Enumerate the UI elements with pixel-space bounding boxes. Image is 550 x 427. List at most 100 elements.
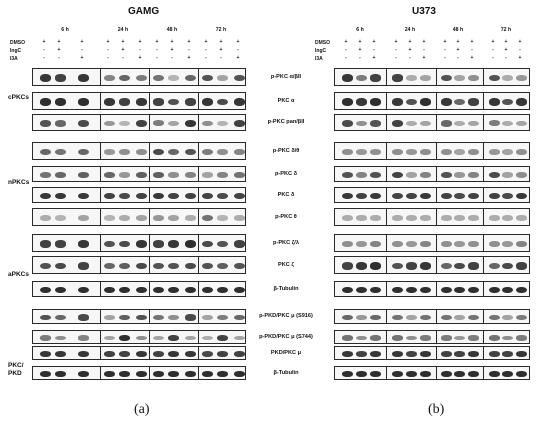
band — [391, 120, 403, 127]
band — [440, 120, 452, 127]
band — [152, 171, 164, 179]
band — [391, 171, 403, 179]
treatment-symbol: + — [80, 39, 84, 45]
blot-separator — [148, 257, 150, 273]
treatment-label-i3a: I3A — [10, 56, 18, 62]
band — [201, 240, 213, 248]
band — [467, 74, 479, 81]
blot-separator — [385, 282, 387, 296]
band — [135, 215, 147, 221]
band — [184, 335, 196, 341]
band — [515, 120, 527, 127]
band — [216, 215, 228, 221]
band — [54, 335, 66, 341]
band — [341, 215, 353, 221]
band — [233, 215, 245, 221]
treatment-symbol: + — [358, 39, 362, 45]
blot-separator — [385, 93, 387, 109]
band — [167, 262, 179, 270]
band — [440, 192, 452, 200]
band — [419, 215, 431, 221]
blot-separator — [197, 282, 199, 296]
blot-separator — [385, 209, 387, 225]
treatment-symbol: + — [236, 55, 240, 61]
blot-separator — [435, 347, 437, 359]
blot-separator — [197, 367, 199, 379]
band — [467, 148, 479, 155]
blot-strip — [334, 346, 530, 360]
band — [419, 240, 431, 248]
band — [135, 148, 147, 155]
band — [355, 192, 367, 200]
band — [405, 315, 417, 320]
band — [488, 262, 500, 270]
blot-separator — [99, 93, 101, 109]
band — [391, 350, 403, 357]
band — [467, 350, 479, 357]
band — [405, 241, 417, 247]
band — [167, 75, 179, 81]
band — [233, 351, 245, 357]
treatment-symbol: + — [344, 39, 348, 45]
band — [419, 350, 431, 357]
band — [369, 192, 381, 200]
blot-strip — [32, 92, 246, 110]
band — [515, 350, 527, 357]
band — [453, 241, 465, 247]
band — [77, 335, 89, 341]
band — [118, 286, 130, 294]
band — [501, 262, 513, 270]
band — [103, 315, 115, 320]
band — [103, 74, 115, 82]
blot-strip — [32, 346, 246, 360]
blot-separator — [197, 69, 199, 85]
treatment-symbol: - — [423, 47, 425, 53]
band — [152, 215, 164, 221]
band — [77, 240, 89, 248]
band — [369, 314, 381, 321]
band — [515, 98, 527, 106]
band — [488, 149, 500, 155]
blot-strip — [334, 366, 530, 380]
blot-separator — [435, 143, 437, 159]
band — [391, 148, 403, 155]
band — [440, 215, 452, 221]
band — [152, 314, 164, 321]
blot-separator — [435, 115, 437, 130]
blot-strip — [32, 309, 246, 324]
blot-separator — [99, 188, 101, 202]
treatment-symbol: - — [156, 47, 158, 53]
treatment-symbol: + — [394, 39, 398, 45]
band — [39, 286, 51, 294]
blot-separator — [385, 69, 387, 85]
band — [216, 286, 228, 294]
band — [167, 98, 179, 106]
blot-separator — [482, 347, 484, 359]
blot-separator — [385, 310, 387, 323]
blot-separator — [99, 235, 101, 251]
band — [419, 120, 431, 127]
band — [341, 74, 353, 82]
band — [391, 286, 403, 294]
band — [488, 98, 500, 106]
band — [103, 335, 115, 341]
blot-separator — [385, 347, 387, 359]
band — [216, 98, 228, 106]
band — [501, 351, 513, 357]
band — [453, 315, 465, 320]
marker-label: p-PKC α/βII — [270, 73, 302, 80]
band — [369, 120, 381, 127]
band — [167, 335, 179, 341]
band — [77, 350, 89, 357]
band — [118, 74, 130, 82]
panel-b-title: U373 — [412, 6, 436, 17]
band — [118, 240, 130, 248]
treatment-symbol: + — [80, 55, 84, 61]
band — [103, 172, 115, 178]
band — [419, 148, 431, 155]
treatment-symbol: - — [492, 55, 494, 61]
band — [515, 335, 527, 341]
blot-separator — [482, 93, 484, 109]
band — [216, 75, 228, 81]
treatment-symbol: - — [345, 47, 347, 53]
